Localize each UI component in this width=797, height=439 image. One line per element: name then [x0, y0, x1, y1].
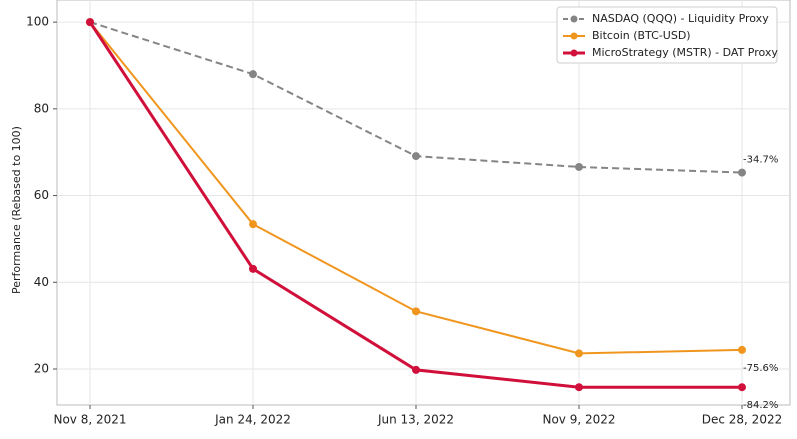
y-axis-label: Performance (Rebased to 100) [10, 126, 23, 294]
x-tick-label: Dec 28, 2022 [702, 413, 782, 427]
legend-label: MicroStrategy (MSTR) - DAT Proxy [592, 46, 778, 59]
x-tick-label: Nov 8, 2021 [53, 413, 126, 427]
x-tick-label: Jun 13, 2022 [377, 413, 454, 427]
point [575, 383, 583, 392]
legend-box [556, 6, 778, 64]
y-tick-label: 20 [34, 362, 49, 376]
legend-label: NASDAQ (QQQ) - Liquidity Proxy [592, 12, 769, 25]
legend-label: Bitcoin (BTC-USD) [592, 29, 691, 42]
point [738, 345, 746, 354]
point [249, 264, 257, 273]
y-tick-label: 100 [26, 15, 49, 29]
point [249, 70, 257, 79]
point [738, 168, 746, 177]
end-label: -75.6% [743, 363, 778, 374]
point [575, 162, 583, 171]
y-tick-label: 60 [34, 188, 49, 202]
plot-frame [56, 0, 791, 406]
point [86, 18, 94, 27]
point [412, 152, 420, 161]
legend: NASDAQ (QQQ) - Liquidity Proxy Bitcoin (B… [556, 6, 778, 64]
y-tick-label: 80 [34, 101, 49, 115]
point [738, 383, 746, 392]
point [575, 349, 583, 358]
y-tick-label: 40 [34, 275, 49, 289]
point [249, 220, 257, 229]
legend-marker [570, 49, 578, 57]
end-label: -84.2% [743, 400, 778, 411]
x-tick-label: Nov 9, 2022 [542, 413, 615, 427]
x-tick-label: Jan 24, 2022 [214, 413, 291, 427]
point [412, 365, 420, 374]
legend-marker [570, 15, 578, 23]
end-label: -34.7% [743, 155, 778, 166]
legend-marker [570, 32, 578, 40]
point [412, 307, 420, 316]
